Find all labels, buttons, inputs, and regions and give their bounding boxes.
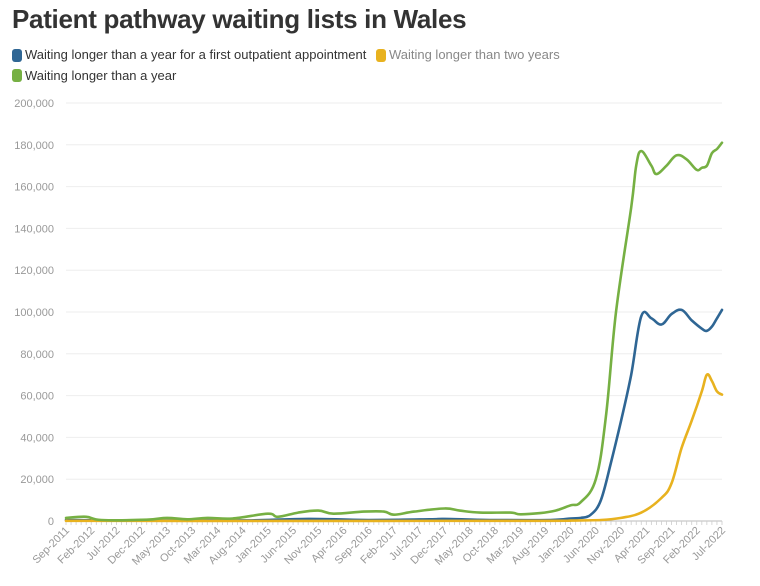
legend-swatch-two-years: [375, 48, 386, 62]
legend-label-two-years: Waiting longer than two years: [388, 47, 560, 62]
legend-item-one-year[interactable]: Waiting longer than a year: [12, 67, 176, 85]
y-tick-label: 100,000: [14, 307, 54, 319]
y-tick-label: 80,000: [20, 349, 54, 361]
series-line-two-years[interactable]: [64, 373, 724, 523]
legend-label-one-year: Waiting longer than a year: [25, 67, 177, 83]
legend-item-outpatient[interactable]: Waiting longer than a year for a first o…: [12, 46, 366, 64]
y-tick-label: 140,000: [14, 223, 54, 235]
chart-title: Patient pathway waiting lists in Wales: [12, 4, 467, 34]
y-tick-label: 180,000: [14, 140, 54, 152]
legend-label-outpatient: Waiting longer than a year for a first o…: [25, 47, 367, 62]
y-tick-label: 120,000: [14, 265, 54, 277]
legend-swatch-one-year: [12, 69, 22, 82]
series-line-outpatient[interactable]: [64, 308, 724, 522]
y-tick-label: 0: [48, 516, 54, 528]
legend: Waiting longer than a year for a first o…: [12, 46, 752, 87]
legend-swatch-outpatient: [12, 48, 22, 62]
y-tick-label: 200,000: [14, 98, 54, 110]
legend-item-two-years[interactable]: Waiting longer than two years: [375, 46, 560, 64]
y-tick-label: 40,000: [20, 432, 54, 444]
y-tick-label: 20,000: [20, 474, 54, 486]
y-tick-label: 160,000: [14, 182, 54, 194]
series-line-one-year[interactable]: [64, 141, 724, 522]
y-tick-label: 60,000: [20, 391, 54, 403]
